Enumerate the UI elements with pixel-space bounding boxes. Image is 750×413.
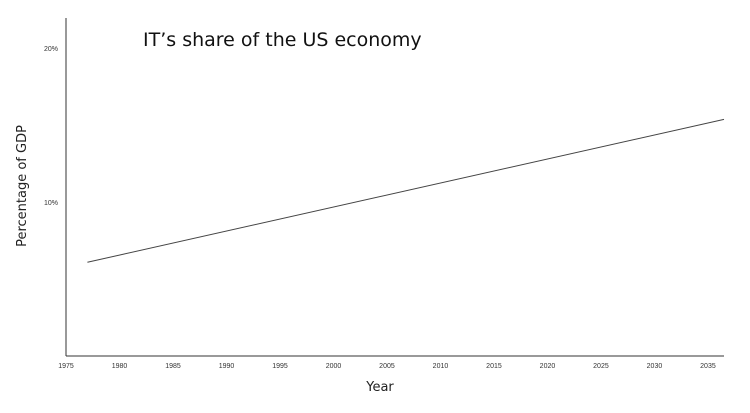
y-axis-label: Percentage of GDP	[15, 125, 30, 247]
x-tick-label: 1985	[165, 363, 181, 370]
chart-title: IT’s share of the US economy	[143, 29, 422, 51]
x-tick-label: 2005	[379, 363, 395, 370]
x-tick-label: 2015	[486, 363, 502, 370]
x-tick-label: 2030	[647, 363, 663, 370]
x-axis-label: Year	[365, 380, 394, 395]
x-tick-label: 2025	[593, 363, 609, 370]
y-axis-ticks: 10% 20%	[44, 46, 58, 207]
y-tick-label: 10%	[44, 200, 58, 207]
plot-area	[87, 118, 725, 263]
x-tick-label: 1980	[112, 363, 128, 370]
series-line-0	[87, 118, 725, 263]
axes	[65, 18, 724, 357]
x-tick-label: 1995	[272, 363, 288, 370]
x-tick-label: 1975	[58, 363, 74, 370]
x-tick-label: 2000	[326, 363, 342, 370]
x-tick-label: 2020	[540, 363, 556, 370]
y-tick-label: 20%	[44, 46, 58, 53]
x-tick-label: 2035	[700, 363, 716, 370]
x-tick-label: 1990	[219, 363, 235, 370]
x-axis-ticks: 1975 1980 1985 1990 1995 2000 2005 2010 2015 2020…	[58, 363, 716, 370]
x-tick-label: 2010	[433, 363, 449, 370]
